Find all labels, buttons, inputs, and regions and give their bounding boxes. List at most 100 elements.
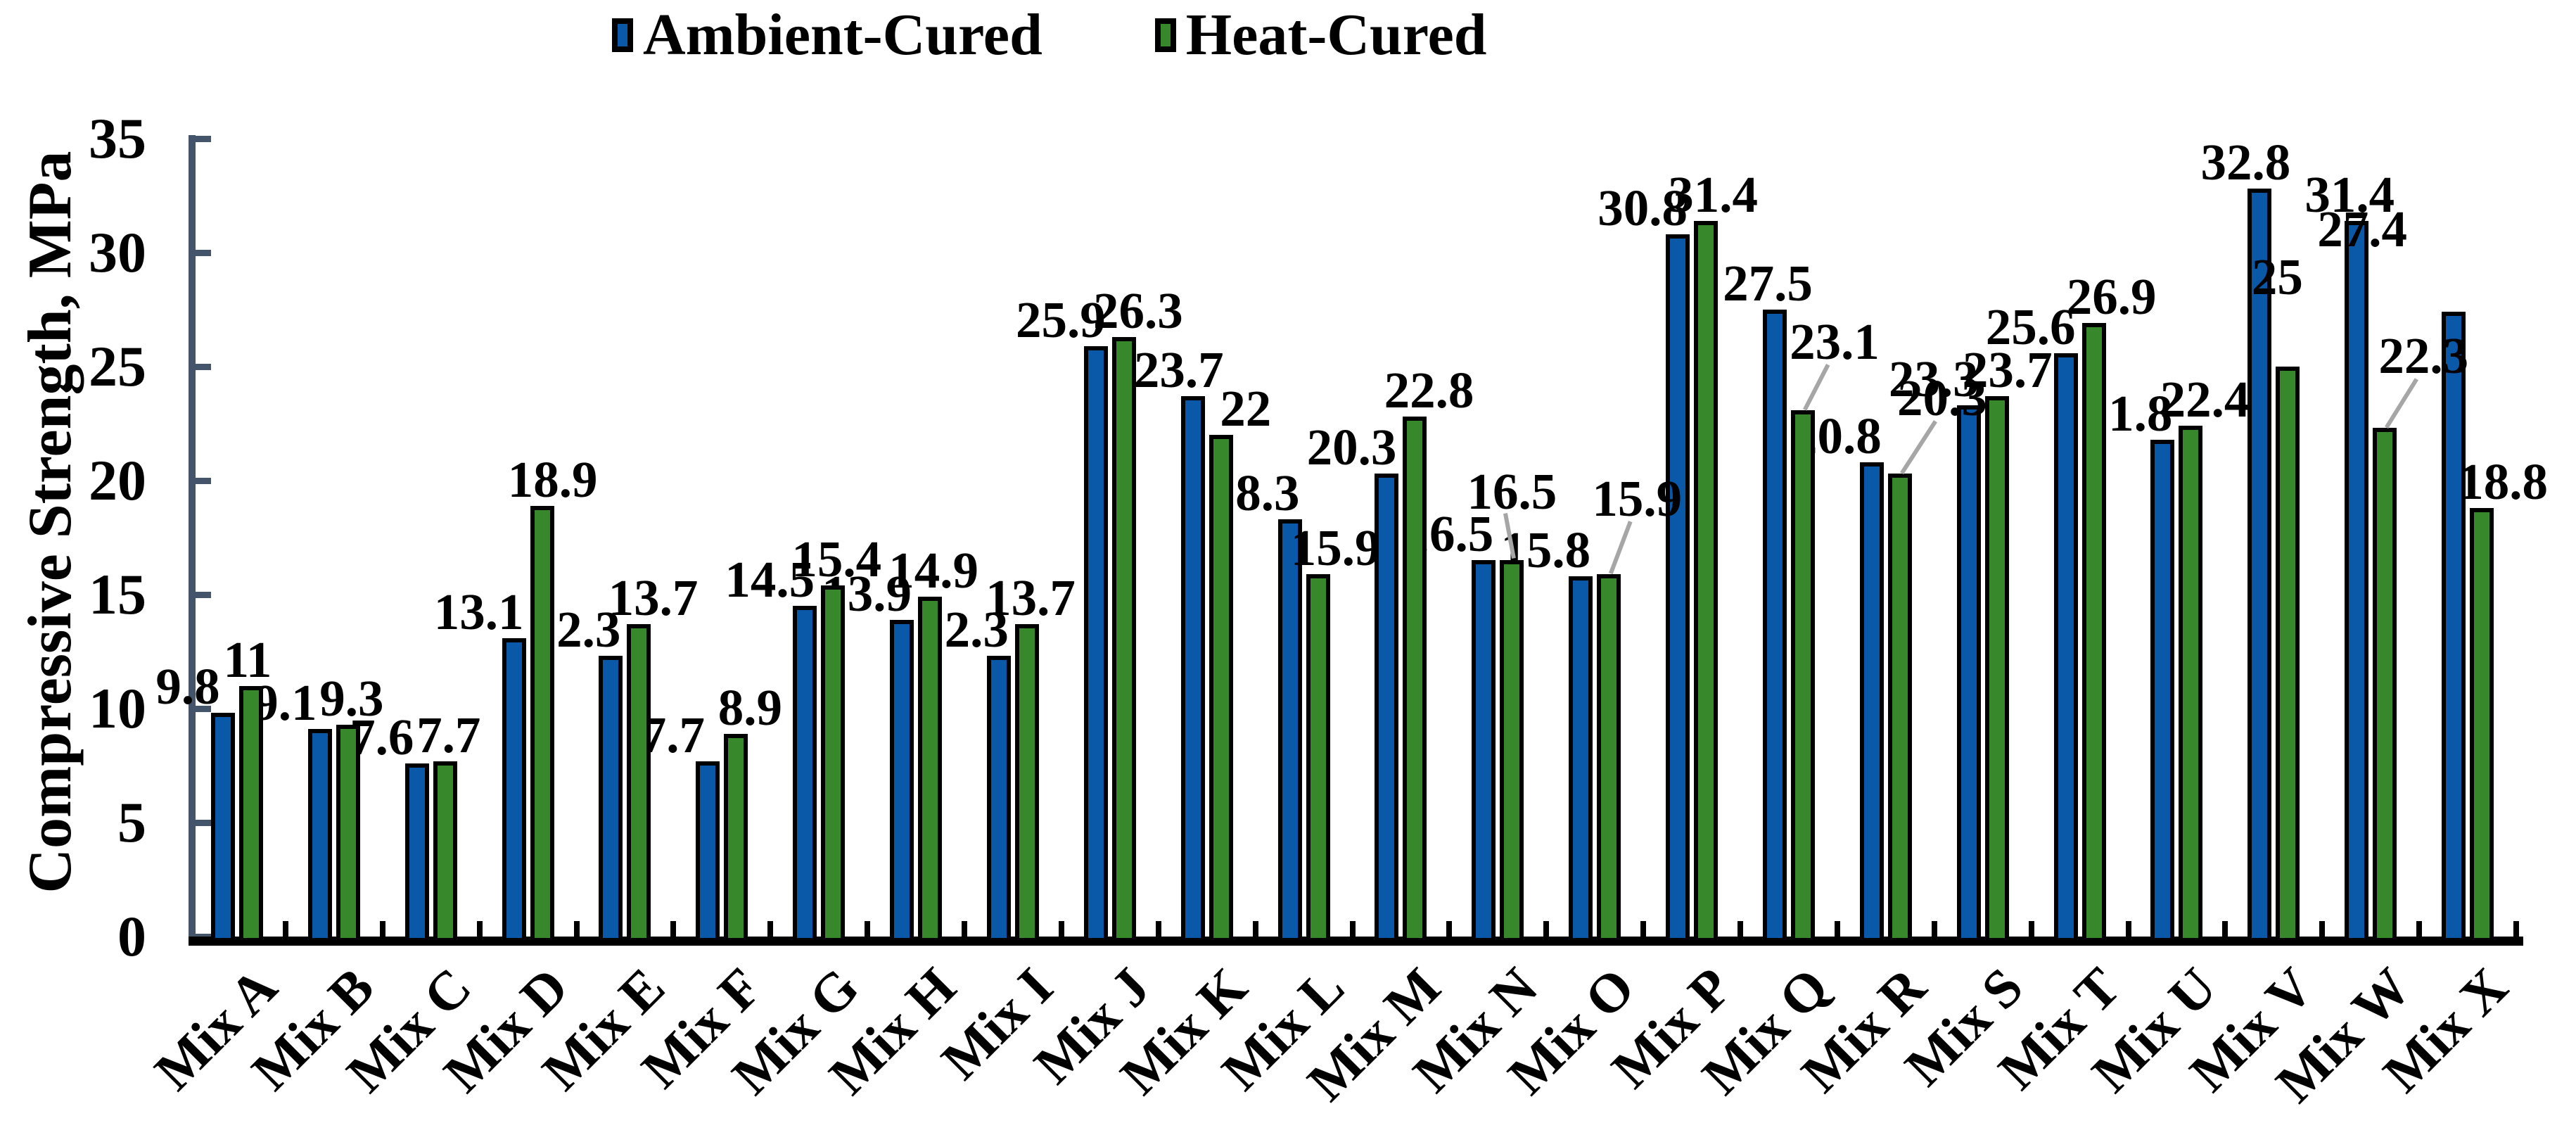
legend-item-heat-cured: Heat-Cured — [1154, 2, 1487, 68]
bar-ambient-cured-mix-k — [1180, 396, 1205, 942]
y-axis-tick — [196, 820, 211, 826]
data-label-ambient: 25.6 — [1985, 298, 2076, 355]
x-axis-tick — [2125, 921, 2131, 937]
bar-heat-cured-mix-b — [336, 724, 360, 942]
y-axis-tick — [196, 478, 211, 484]
bar-ambient-cured-mix-v — [2247, 189, 2272, 942]
x-axis-tick — [1155, 921, 1161, 937]
bar-heat-cured-mix-u — [2179, 426, 2203, 942]
y-axis-tick — [196, 706, 211, 712]
x-axis-tick — [2319, 921, 2326, 937]
bar-heat-cured-mix-w — [2373, 428, 2397, 942]
bar-heat-cured-mix-k — [1209, 435, 1233, 942]
data-label-ambient: 27.4 — [2317, 201, 2407, 258]
bar-heat-cured-mix-c — [433, 761, 457, 942]
data-label-heat: 25 — [2251, 248, 2303, 305]
bar-heat-cured-mix-l — [1306, 573, 1330, 942]
bar-heat-cured-mix-v — [2276, 367, 2300, 942]
data-label-heat: 26.9 — [2066, 268, 2157, 326]
data-label-ambient: 9.1 — [253, 674, 317, 732]
y-axis-tick — [196, 250, 211, 256]
bar-heat-cured-mix-e — [627, 624, 651, 942]
bar-ambient-cured-mix-s — [1956, 405, 1981, 942]
y-axis-tick-label: 20 — [89, 448, 146, 512]
bar-heat-cured-mix-t — [2081, 323, 2106, 942]
x-axis-tick — [1349, 921, 1356, 937]
y-axis-tick — [196, 136, 211, 142]
bar-ambient-cured-mix-t — [2053, 353, 2078, 942]
data-label-heat: 14.9 — [888, 542, 978, 599]
data-label-leader-line — [1609, 520, 1633, 574]
x-axis-tick — [573, 921, 580, 937]
x-axis-tick — [476, 921, 483, 937]
data-label-heat: 8.9 — [718, 678, 782, 736]
bar-ambient-cured-mix-i — [986, 656, 1011, 942]
data-label-heat: 15.9 — [1592, 469, 1683, 527]
data-label-ambient: 25.9 — [1015, 291, 1106, 348]
legend-swatch-heat-cured-icon — [1154, 18, 1176, 52]
bar-ambient-cured-mix-u — [2150, 439, 2175, 942]
bar-ambient-cured-mix-a — [210, 713, 235, 942]
bar-heat-cured-mix-p — [1694, 220, 1719, 942]
data-label-ambient: 23.7 — [1133, 341, 1224, 399]
data-label-heat: 15.4 — [791, 531, 882, 588]
bar-ambient-cured-mix-m — [1375, 474, 1399, 942]
bar-ambient-cured-mix-h — [890, 619, 914, 942]
bar-heat-cured-mix-x — [2470, 507, 2494, 942]
x-axis-tick — [2513, 921, 2519, 937]
y-axis-tick-label: 5 — [117, 790, 146, 854]
data-label-heat: 23.1 — [1790, 312, 1880, 370]
data-label-leader-line — [1802, 363, 1830, 411]
bar-ambient-cured-mix-q — [1762, 310, 1787, 942]
x-axis-tick — [2416, 921, 2423, 937]
data-label-heat: 15.9 — [1290, 519, 1381, 576]
x-axis-tick — [1058, 921, 1064, 937]
data-label-heat: 31.4 — [1668, 165, 1758, 223]
bar-ambient-cured-mix-w — [2345, 220, 2369, 942]
bar-ambient-cured-mix-f — [696, 761, 720, 942]
data-label-heat: 22 — [1220, 380, 1272, 438]
data-label-heat: 13.7 — [986, 569, 1076, 627]
y-axis-tick-label: 15 — [89, 562, 146, 626]
data-label-heat: 18.9 — [507, 450, 598, 508]
bar-ambient-cured-mix-d — [502, 637, 526, 942]
bar-heat-cured-mix-h — [918, 597, 943, 942]
x-axis-tick — [2028, 921, 2034, 937]
data-label-ambient: 9.8 — [155, 658, 220, 716]
bar-heat-cured-mix-r — [1887, 474, 1912, 942]
legend-swatch-ambient-icon — [612, 18, 633, 52]
x-axis-tick — [1543, 921, 1550, 937]
data-label-heat: 11 — [223, 630, 272, 688]
data-label-heat: 22.4 — [2160, 371, 2250, 429]
legend-item-ambient-cured: Ambient-Cured — [612, 6, 1042, 65]
data-label-heat: 9.3 — [319, 669, 384, 727]
data-label-heat: 13.7 — [608, 569, 699, 627]
bar-heat-cured-mix-i — [1014, 624, 1039, 942]
bar-heat-cured-mix-g — [821, 585, 846, 942]
y-axis-tick-label: 0 — [117, 904, 146, 968]
x-axis-tick — [1446, 921, 1453, 937]
x-axis-tick — [282, 921, 288, 937]
data-label-ambient: 13.1 — [433, 583, 524, 640]
data-label-ambient: 30.8 — [1598, 179, 1688, 237]
data-label-ambient: 7.6 — [350, 708, 414, 766]
bar-heat-cured-mix-q — [1790, 410, 1815, 942]
x-axis-tick — [2222, 921, 2229, 937]
x-axis-tick — [962, 921, 967, 937]
data-label-heat: 16.5 — [1467, 463, 1557, 521]
data-label-ambient: 14.5 — [725, 551, 815, 609]
x-axis-tick — [1834, 921, 1840, 937]
bar-ambient-cured-mix-b — [307, 729, 332, 942]
bar-heat-cured-mix-n — [1500, 560, 1524, 942]
legend-label-heat-cured: Heat-Cured — [1185, 2, 1487, 68]
data-label-heat: 22.8 — [1384, 362, 1474, 419]
data-label-heat: 23.7 — [1962, 341, 2053, 399]
legend-label-ambient-cured: Ambient-Cured — [643, 2, 1042, 68]
x-axis-tick — [1252, 921, 1258, 937]
data-label-ambient: 27.5 — [1723, 255, 1813, 312]
x-axis-tick — [865, 921, 871, 937]
data-label-heat: 18.8 — [2458, 452, 2548, 510]
x-axis-line — [189, 937, 2523, 946]
y-axis-tick-label: 35 — [89, 106, 146, 170]
bar-heat-cured-mix-m — [1403, 417, 1427, 942]
